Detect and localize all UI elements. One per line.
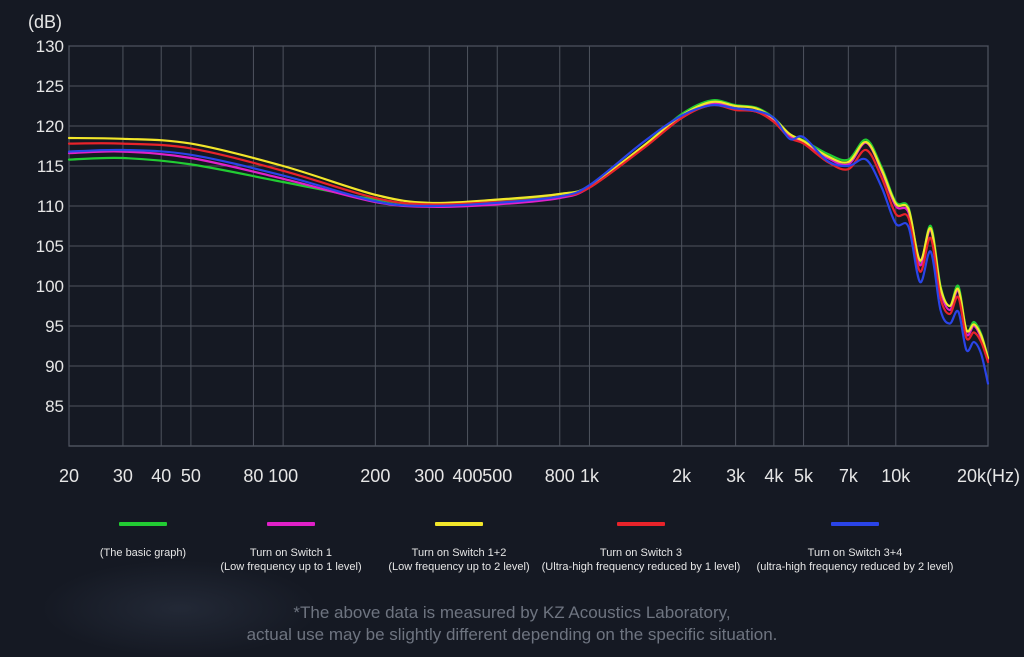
x-tick-label: 5k: [794, 466, 814, 486]
x-tick-label: 10k: [881, 466, 911, 486]
series-basic-line: [67, 99, 990, 360]
x-tick-label: 30: [113, 466, 133, 486]
x-tick-label: 20: [59, 466, 79, 486]
legend-swatch: [831, 522, 879, 526]
x-tick-label: 3k: [726, 466, 746, 486]
y-tick-label: 85: [45, 397, 64, 416]
legend-swatch: [267, 522, 315, 526]
y-tick-label: 95: [45, 317, 64, 336]
y-tick-label: 90: [45, 357, 64, 376]
legend-label: Turn on Switch 1+2: [411, 547, 507, 559]
x-tick-label: 500: [482, 466, 512, 486]
x-tick-label: 800: [545, 466, 575, 486]
x-tick-label: 50: [181, 466, 201, 486]
legend-sublabel: (Low frequency up to 2 level): [388, 561, 530, 573]
x-tick-label: 2k: [672, 466, 692, 486]
footnote-line-2: actual use may be slightly different dep…: [246, 625, 778, 644]
legend-item-basic: (The basic graph): [23, 518, 263, 560]
x-tick-label: 40: [151, 466, 171, 486]
y-tick-label: 130: [36, 37, 64, 56]
x-tick-label: 20k: [957, 466, 987, 486]
legend-label: Turn on Switch 3: [599, 547, 683, 559]
legend-item-switch-1: Turn on Switch 1 (Low frequency up to 1 …: [171, 518, 411, 574]
series-switch-3-line: [67, 103, 990, 364]
legend-label: Turn on Switch 3+4: [807, 547, 903, 559]
y-tick-label: 110: [37, 197, 64, 216]
legend-item-switch-1-2: Turn on Switch 1+2 (Low frequency up to …: [339, 518, 579, 574]
legend-swatch: [435, 522, 483, 526]
x-tick-label: 400: [453, 466, 483, 486]
x-tick-label: 1k: [580, 466, 600, 486]
y-tick-label: 105: [36, 237, 64, 256]
legend-label: (The basic graph): [99, 547, 187, 559]
series-switch-3-4-line: [67, 103, 990, 385]
chart-grid: [68, 45, 989, 447]
legend-swatch: [617, 522, 665, 526]
legend-item-switch-3: Turn on Switch 3 (Ultra-high frequency r…: [521, 518, 761, 574]
x-axis-unit-label: (Hz): [986, 466, 1020, 486]
series-switch-1-2-line: [67, 100, 990, 360]
legend-item-switch-3-4: Turn on Switch 3+4 (ultra-high frequency…: [735, 518, 975, 574]
x-tick-label: 4k: [764, 466, 784, 486]
y-axis-tick-labels: 85 90 95 100 105 110 115 120 125 130: [36, 37, 64, 416]
x-tick-label: 7k: [839, 466, 859, 486]
x-tick-label: 200: [360, 466, 390, 486]
background-glow: [40, 560, 320, 657]
y-tick-label: 115: [37, 157, 64, 176]
legend-sublabel: (ultra-high frequency reduced by 2 level…: [756, 561, 954, 573]
legend-label: Turn on Switch 1: [249, 547, 333, 559]
y-tick-label: 125: [36, 77, 64, 96]
chart-series: [67, 99, 990, 385]
x-axis-tick-labels: 20 30 40 50 80 100 200 300 400 500 800 1k 2k 3k 4k 5k 7k…: [59, 466, 987, 486]
legend-swatch: [119, 522, 167, 526]
y-tick-label: 100: [36, 277, 64, 296]
series-switch-1-line: [67, 102, 990, 361]
x-tick-label: 100: [268, 466, 298, 486]
footnote-line-1: *The above data is measured by KZ Acoust…: [293, 603, 731, 622]
chart-legend: (The basic graph) Turn on Switch 1 (Low …: [0, 518, 1024, 588]
legend-sublabel: (Low frequency up to 1 level): [220, 561, 362, 573]
y-axis-unit-label: (dB): [28, 12, 62, 32]
x-tick-label: 300: [414, 466, 444, 486]
x-tick-label: 80: [243, 466, 263, 486]
legend-sublabel: (Ultra-high frequency reduced by 1 level…: [541, 561, 741, 573]
y-tick-label: 120: [36, 117, 64, 136]
